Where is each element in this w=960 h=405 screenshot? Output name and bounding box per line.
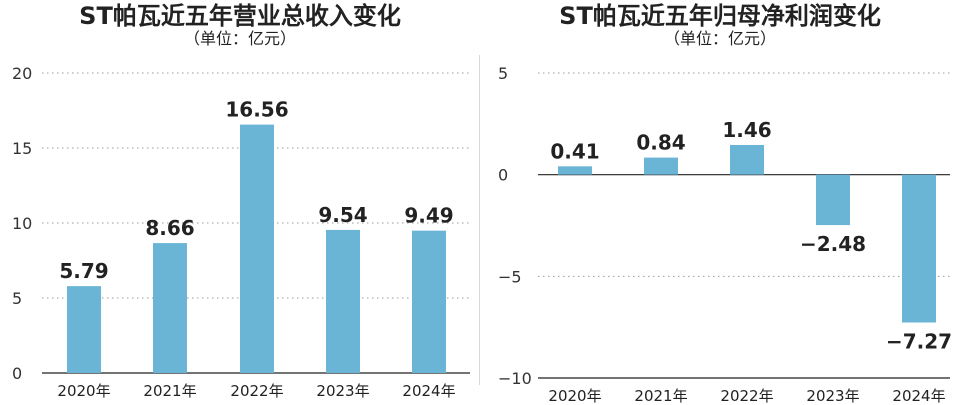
chart-subtitle: （单位：亿元） (183, 29, 296, 48)
bar (412, 230, 446, 373)
x-tick-label: 2024年 (402, 382, 455, 400)
y-tick-label: 0 (12, 364, 22, 383)
bar (326, 229, 360, 373)
data-label: 0.84 (636, 131, 685, 155)
y-tick-label: 5 (498, 64, 508, 83)
data-label: 9.54 (318, 203, 367, 227)
x-tick-label: 2020年 (57, 382, 110, 400)
x-tick-label: 2024年 (892, 387, 945, 405)
y-tick-label: 15 (12, 139, 32, 158)
data-label: 0.41 (550, 139, 599, 163)
data-label: 9.49 (404, 204, 453, 228)
panel-divider (479, 55, 480, 385)
chart-title: ST帕瓦近五年营业总收入变化 (79, 2, 401, 30)
bar (730, 144, 764, 175)
data-label: 16.56 (225, 98, 288, 122)
x-tick-label: 2021年 (143, 382, 196, 400)
x-tick-label: 2023年 (806, 387, 859, 405)
y-tick-label: −5 (498, 267, 522, 286)
x-tick-label: 2022年 (720, 387, 773, 405)
data-label: 8.66 (145, 216, 194, 240)
bar (902, 174, 936, 323)
revenue-bar-chart: 0 5 10 15 20 5.79 2020年 8.66 2021年 16.56 2022年 9.54… (12, 64, 470, 400)
x-tick-label: 2023年 (316, 382, 369, 400)
bar (240, 124, 274, 373)
data-label: −2.48 (800, 232, 866, 256)
bar (153, 243, 187, 373)
revenue-chart-panel: ST帕瓦近五年营业总收入变化 （单位：亿元） 0 5 10 15 20 5.79 2020年… (12, 2, 470, 400)
data-label: −7.27 (886, 329, 952, 353)
net-profit-chart-panel: ST帕瓦近五年归母净利润变化 （单位：亿元） −10 −5 0 5 0.41 2020年 0… (480, 0, 960, 405)
y-tick-label: 10 (12, 214, 32, 233)
y-tick-label: 0 (498, 166, 508, 185)
x-tick-label: 2021年 (634, 387, 687, 405)
data-label: 1.46 (722, 118, 771, 142)
net-profit-bar-chart: −10 −5 0 5 0.41 2020年 0.84 2021年 1.46 2022年 −2.48 2… (498, 64, 952, 405)
chart-subtitle: （单位：亿元） (663, 29, 776, 48)
bar (67, 286, 101, 373)
y-tick-label: 20 (12, 64, 32, 83)
chart-title: ST帕瓦近五年归母净利润变化 (559, 2, 881, 30)
x-tick-label: 2022年 (230, 382, 283, 400)
bar (816, 174, 850, 226)
data-label: 5.79 (59, 259, 108, 283)
bar (558, 166, 592, 175)
y-tick-label: 5 (12, 289, 22, 308)
x-tick-label: 2020年 (548, 387, 601, 405)
bar (644, 157, 678, 175)
y-tick-label: −10 (498, 369, 532, 388)
